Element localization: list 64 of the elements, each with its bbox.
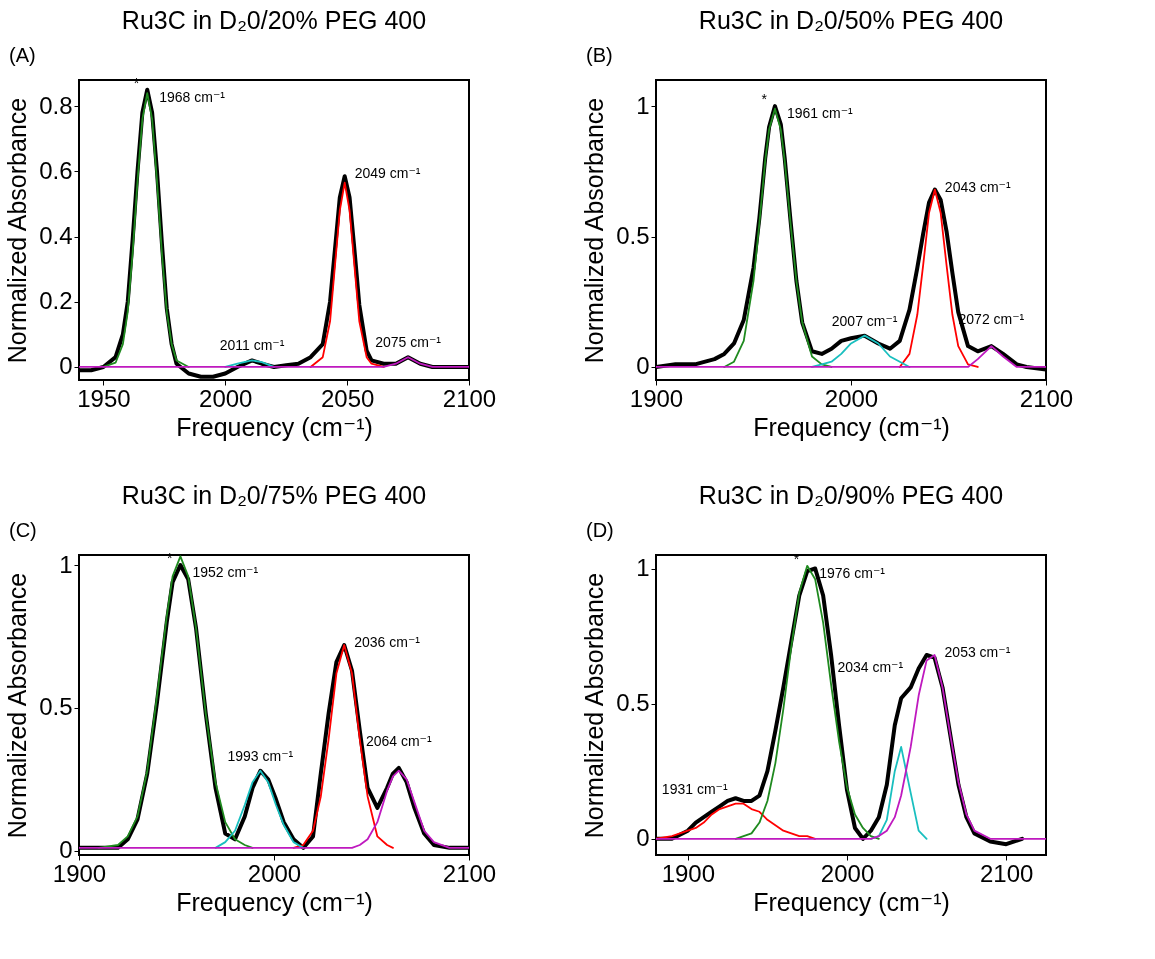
annotation: 1931 cm⁻¹ bbox=[661, 780, 728, 797]
y-tick-label: 0.5 bbox=[39, 693, 73, 721]
x-axis-title: Frequency (cm⁻¹) bbox=[753, 887, 950, 916]
y-tick-label: 1 bbox=[59, 550, 73, 578]
text: (D) bbox=[586, 519, 614, 541]
y-tick-label: 1 bbox=[636, 91, 650, 119]
text: (C) bbox=[9, 519, 37, 541]
x-tick-label: 2100 bbox=[980, 859, 1034, 887]
text: (A) bbox=[9, 44, 36, 66]
y-tick-label: 0 bbox=[636, 824, 650, 852]
x-tick-label: 2000 bbox=[247, 859, 302, 887]
y-tick-label: 0.8 bbox=[39, 91, 73, 119]
x-tick-label: 1900 bbox=[661, 859, 716, 887]
annotation: 2053 cm⁻¹ bbox=[944, 644, 1011, 660]
x-axis-title: Frequency (cm⁻¹) bbox=[176, 887, 373, 916]
chart-title: Ru3C in D₂0/90% PEG 400 bbox=[698, 481, 1004, 509]
annotation: 2075 cm⁻¹ bbox=[375, 334, 442, 351]
chart-title: Ru3C in D₂0/20% PEG 400 bbox=[121, 6, 427, 34]
line-series bbox=[79, 769, 469, 849]
annotation: 2036 cm⁻¹ bbox=[354, 634, 421, 650]
line-series bbox=[656, 345, 1046, 368]
y-axis-title: Normalized Absorbance bbox=[580, 97, 609, 364]
y-tick-label: 0.5 bbox=[616, 689, 650, 717]
line-series bbox=[656, 802, 817, 840]
y-tick-label: 0.5 bbox=[616, 222, 650, 250]
y-tick-label: 1 bbox=[636, 554, 650, 582]
annotation: 2049 cm⁻¹ bbox=[354, 165, 421, 182]
x-tick-label: 2000 bbox=[199, 384, 253, 412]
y-tick-label: 0 bbox=[636, 352, 650, 380]
annotation: 2064 cm⁻¹ bbox=[365, 732, 433, 749]
y-tick-label: 0 bbox=[59, 352, 73, 380]
x-tick-label: 2100 bbox=[442, 859, 497, 887]
annotation: 1993 cm⁻¹ bbox=[227, 747, 294, 764]
line-series bbox=[811, 334, 911, 368]
y-axis-title: Normalized Absorbance bbox=[3, 572, 32, 839]
annotation: 1968 cm⁻¹ bbox=[159, 88, 226, 105]
annotation: 2034 cm⁻¹ bbox=[837, 659, 904, 676]
line-series bbox=[214, 769, 305, 849]
line-series bbox=[224, 359, 275, 368]
x-tick-label: 2100 bbox=[1019, 384, 1074, 412]
y-axis-title: Normalized Absorbance bbox=[3, 97, 32, 364]
y-tick-label: 0.2 bbox=[39, 287, 73, 315]
annotation: 1976 cm⁻¹ bbox=[819, 564, 886, 581]
x-axis-title: Frequency (cm⁻¹) bbox=[176, 412, 373, 441]
annotation: 1961 cm⁻¹ bbox=[786, 105, 854, 122]
x-tick-label: 2100 bbox=[442, 384, 497, 412]
line-series bbox=[102, 92, 190, 368]
y-tick-label: 0.6 bbox=[39, 156, 73, 184]
annotation: 1952 cm⁻¹ bbox=[192, 564, 259, 580]
text: (B) bbox=[586, 44, 613, 66]
chart-title: Ru3C in D₂0/75% PEG 400 bbox=[121, 481, 427, 509]
annotation: 2007 cm⁻¹ bbox=[831, 312, 898, 329]
x-tick-label: 2000 bbox=[820, 859, 875, 887]
y-axis-title: Normalized Absorbance bbox=[580, 572, 609, 839]
x-tick-label: 2050 bbox=[320, 384, 375, 412]
annotation: 2043 cm⁻¹ bbox=[944, 178, 1011, 195]
chart-title: Ru3C in D₂0/50% PEG 400 bbox=[698, 6, 1004, 34]
annotation: * bbox=[761, 91, 768, 108]
annotation: 2011 cm⁻¹ bbox=[219, 337, 285, 354]
y-tick-label: 0.4 bbox=[39, 222, 73, 250]
x-axis-title: Frequency (cm⁻¹) bbox=[753, 412, 950, 441]
x-tick-label: 1950 bbox=[77, 384, 131, 412]
x-tick-label: 2000 bbox=[824, 384, 879, 412]
x-tick-label: 1900 bbox=[629, 384, 684, 412]
